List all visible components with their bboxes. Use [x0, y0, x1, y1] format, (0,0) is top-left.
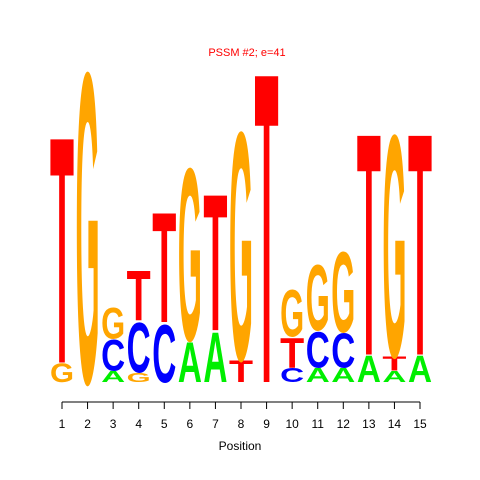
logo-letter: G: [101, 299, 125, 349]
logo-letter: T: [382, 353, 406, 375]
logo-letter: A: [101, 368, 125, 386]
logo-letter: A: [203, 318, 227, 397]
logo-letter: T: [203, 153, 227, 372]
x-tick-label: 13: [362, 417, 376, 431]
x-tick-label: 14: [388, 417, 402, 431]
logo-letter: T: [229, 354, 253, 389]
logo-letter: G: [50, 359, 74, 389]
x-tick-label: 4: [135, 417, 142, 431]
logo-letter: C: [306, 322, 330, 379]
x-tick-label: 11: [311, 417, 324, 431]
logo-letter: A: [382, 368, 406, 386]
x-tick-label: 5: [161, 417, 168, 431]
logo-letter: G: [382, 69, 406, 424]
logo-letter: T: [127, 257, 151, 336]
logo-letter: G: [306, 246, 330, 351]
logo-letter: G: [331, 227, 355, 357]
logo-letter: C: [127, 308, 151, 387]
logo-letter: A: [357, 348, 381, 390]
chart-title: PSSM #2; e=41: [208, 47, 285, 59]
logo-letter: G: [229, 65, 253, 430]
logo-letter: T: [255, 0, 279, 476]
logo-letter: T: [152, 181, 176, 357]
x-tick-label: 2: [84, 417, 91, 431]
x-tick-label: 6: [187, 417, 194, 431]
logo-letter: C: [280, 364, 304, 387]
logo-letter: A: [408, 348, 432, 390]
logo-letter: G: [127, 370, 151, 385]
logo-letter: A: [178, 329, 202, 394]
logo-letter: T: [280, 329, 304, 377]
x-tick-label: 7: [212, 417, 219, 431]
logo-letter: G: [178, 118, 202, 393]
logo-letter: G: [76, 0, 100, 477]
x-axis-label: Position: [219, 439, 262, 453]
logo-letter: T: [50, 69, 74, 431]
x-tick-label: 15: [413, 417, 427, 431]
logo-letter: G: [280, 278, 304, 352]
x-tick-label: 9: [263, 417, 270, 431]
logo-letter: T: [408, 67, 432, 422]
x-tick-label: 8: [238, 417, 245, 431]
logo-letter: A: [331, 364, 355, 387]
x-tick-label: 10: [285, 417, 299, 431]
logo-letter: A: [306, 364, 330, 387]
x-tick-label: 1: [59, 417, 66, 431]
logo-letter: C: [101, 331, 125, 381]
logo-letter: C: [152, 309, 176, 401]
logo-letter: C: [331, 323, 355, 378]
x-tick-label: 12: [337, 417, 351, 431]
logo-letter: T: [357, 67, 381, 422]
x-tick-label: 3: [110, 417, 117, 431]
